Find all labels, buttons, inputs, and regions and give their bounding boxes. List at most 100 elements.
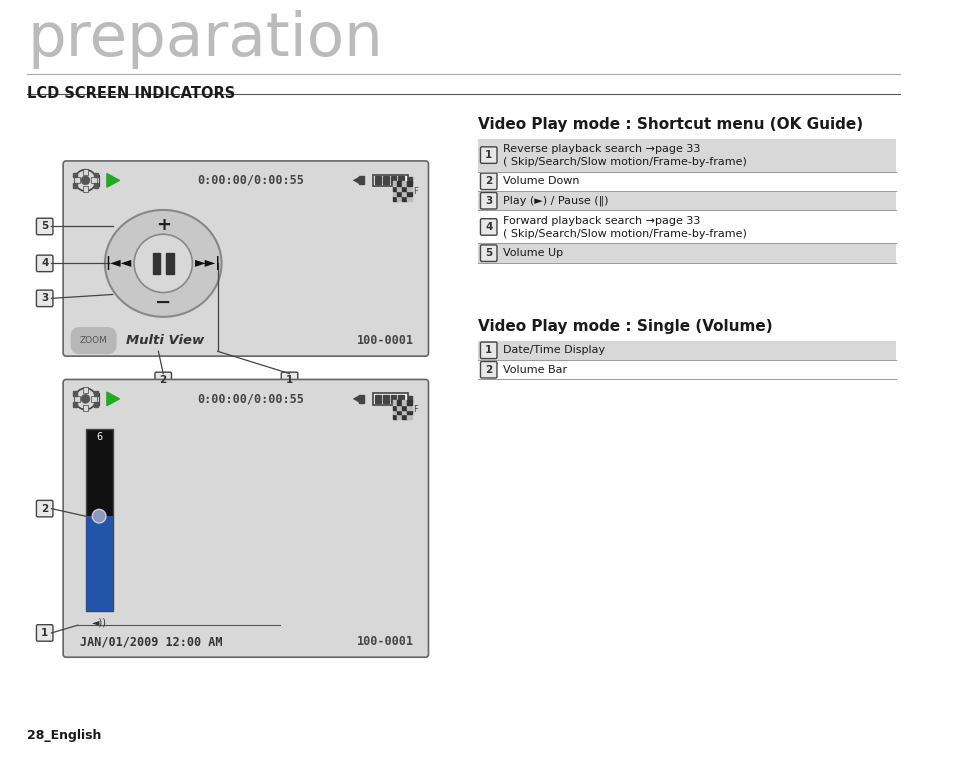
Bar [397,186,402,191]
Bar [94,391,98,396]
Bar [477,360,895,379]
Text: JAN/01/2009 12:00 AM: JAN/01/2009 12:00 AM [80,635,222,648]
Bar [392,186,397,191]
Text: ◄)): ◄)) [91,617,107,627]
FancyBboxPatch shape [480,173,497,189]
Bar [407,191,412,196]
Bar [392,410,397,414]
Polygon shape [353,176,359,185]
Bar [477,341,895,360]
Polygon shape [107,392,119,406]
Bar [359,395,364,403]
Bar [72,391,76,396]
Bar [375,176,380,185]
Bar [72,183,76,188]
Ellipse shape [105,210,221,317]
Text: 2: 2 [484,176,492,186]
FancyBboxPatch shape [480,147,497,163]
Text: ►►|: ►►| [194,257,221,270]
Text: Video Play mode : Shortcut menu (OK Guide): Video Play mode : Shortcut menu (OK Guid… [477,117,862,133]
Bar [407,182,412,186]
Text: 100-0001: 100-0001 [356,334,414,347]
Text: 1: 1 [286,375,293,385]
Bar [477,191,895,211]
FancyBboxPatch shape [480,245,497,261]
Text: ( Skip/Search/Slow motion/Frame-by-frame): ( Skip/Search/Slow motion/Frame-by-frame… [503,157,746,167]
Bar [91,396,97,402]
Bar [83,404,89,411]
Text: Play (►) / Pause (‖): Play (►) / Pause (‖) [503,195,608,206]
Bar [72,172,76,178]
Bar [477,139,895,172]
Text: preparation: preparation [28,10,383,69]
Bar [94,402,98,407]
Bar [397,410,402,414]
Bar [408,178,412,183]
Bar [407,404,412,410]
Bar [397,191,402,196]
Text: Forward playback search →page 33: Forward playback search →page 33 [503,216,700,226]
FancyBboxPatch shape [480,342,497,358]
Text: ZOOM: ZOOM [80,336,108,345]
FancyBboxPatch shape [36,255,53,272]
Polygon shape [107,174,119,187]
Text: 5: 5 [484,248,492,258]
Bar [392,400,397,404]
Text: Volume Down: Volume Down [503,176,579,186]
Text: 6: 6 [96,432,102,442]
Circle shape [92,509,106,523]
Text: 3: 3 [41,293,49,303]
Text: 1: 1 [484,150,492,160]
Bar [402,410,407,414]
Bar [402,186,407,191]
FancyBboxPatch shape [36,290,53,306]
Bar [166,253,173,274]
Bar [407,414,412,419]
FancyBboxPatch shape [36,500,53,517]
Bar [407,410,412,414]
Bar [408,396,412,402]
FancyBboxPatch shape [63,379,428,657]
Text: Volume Up: Volume Up [503,248,563,258]
Text: +: + [155,215,171,234]
Bar [390,395,396,403]
Circle shape [81,394,90,403]
Text: 0:00:00/0:00:55: 0:00:00/0:00:55 [197,174,304,187]
Bar [375,395,380,403]
Text: 1: 1 [41,628,49,638]
Bar [397,400,402,404]
Text: F: F [413,405,417,414]
FancyBboxPatch shape [480,362,497,378]
Text: 2: 2 [484,365,492,375]
Bar [94,172,98,178]
Bar [373,393,408,404]
Bar [91,178,97,183]
Bar [72,402,76,407]
Bar [407,196,412,201]
Circle shape [81,176,90,185]
Text: Volume Bar: Volume Bar [503,365,567,375]
Bar [402,404,407,410]
Bar [86,429,112,611]
Bar [402,196,407,201]
Text: 2: 2 [159,375,167,385]
FancyBboxPatch shape [36,218,53,234]
FancyBboxPatch shape [154,372,172,388]
Polygon shape [353,395,359,403]
Circle shape [134,234,193,293]
Bar [398,176,404,185]
Bar [73,178,80,183]
Bar [402,400,407,404]
Bar [477,211,895,244]
Bar [392,191,397,196]
Text: 4: 4 [41,258,49,268]
Bar [83,388,89,393]
Bar [397,196,402,201]
FancyBboxPatch shape [281,372,297,388]
Bar [398,395,404,403]
Bar [73,396,80,402]
FancyBboxPatch shape [480,192,497,209]
FancyBboxPatch shape [63,161,428,356]
Bar [94,183,98,188]
Bar [402,182,407,186]
